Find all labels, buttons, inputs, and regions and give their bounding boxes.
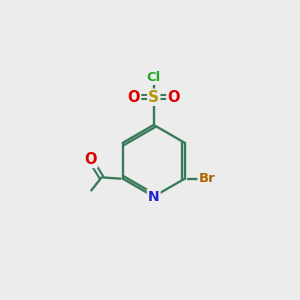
Text: O: O [84,152,97,167]
Text: Br: Br [199,172,215,185]
Text: O: O [128,90,140,105]
Text: S: S [148,90,159,105]
Text: N: N [148,190,160,203]
Text: Cl: Cl [147,71,161,84]
Text: O: O [167,90,180,105]
